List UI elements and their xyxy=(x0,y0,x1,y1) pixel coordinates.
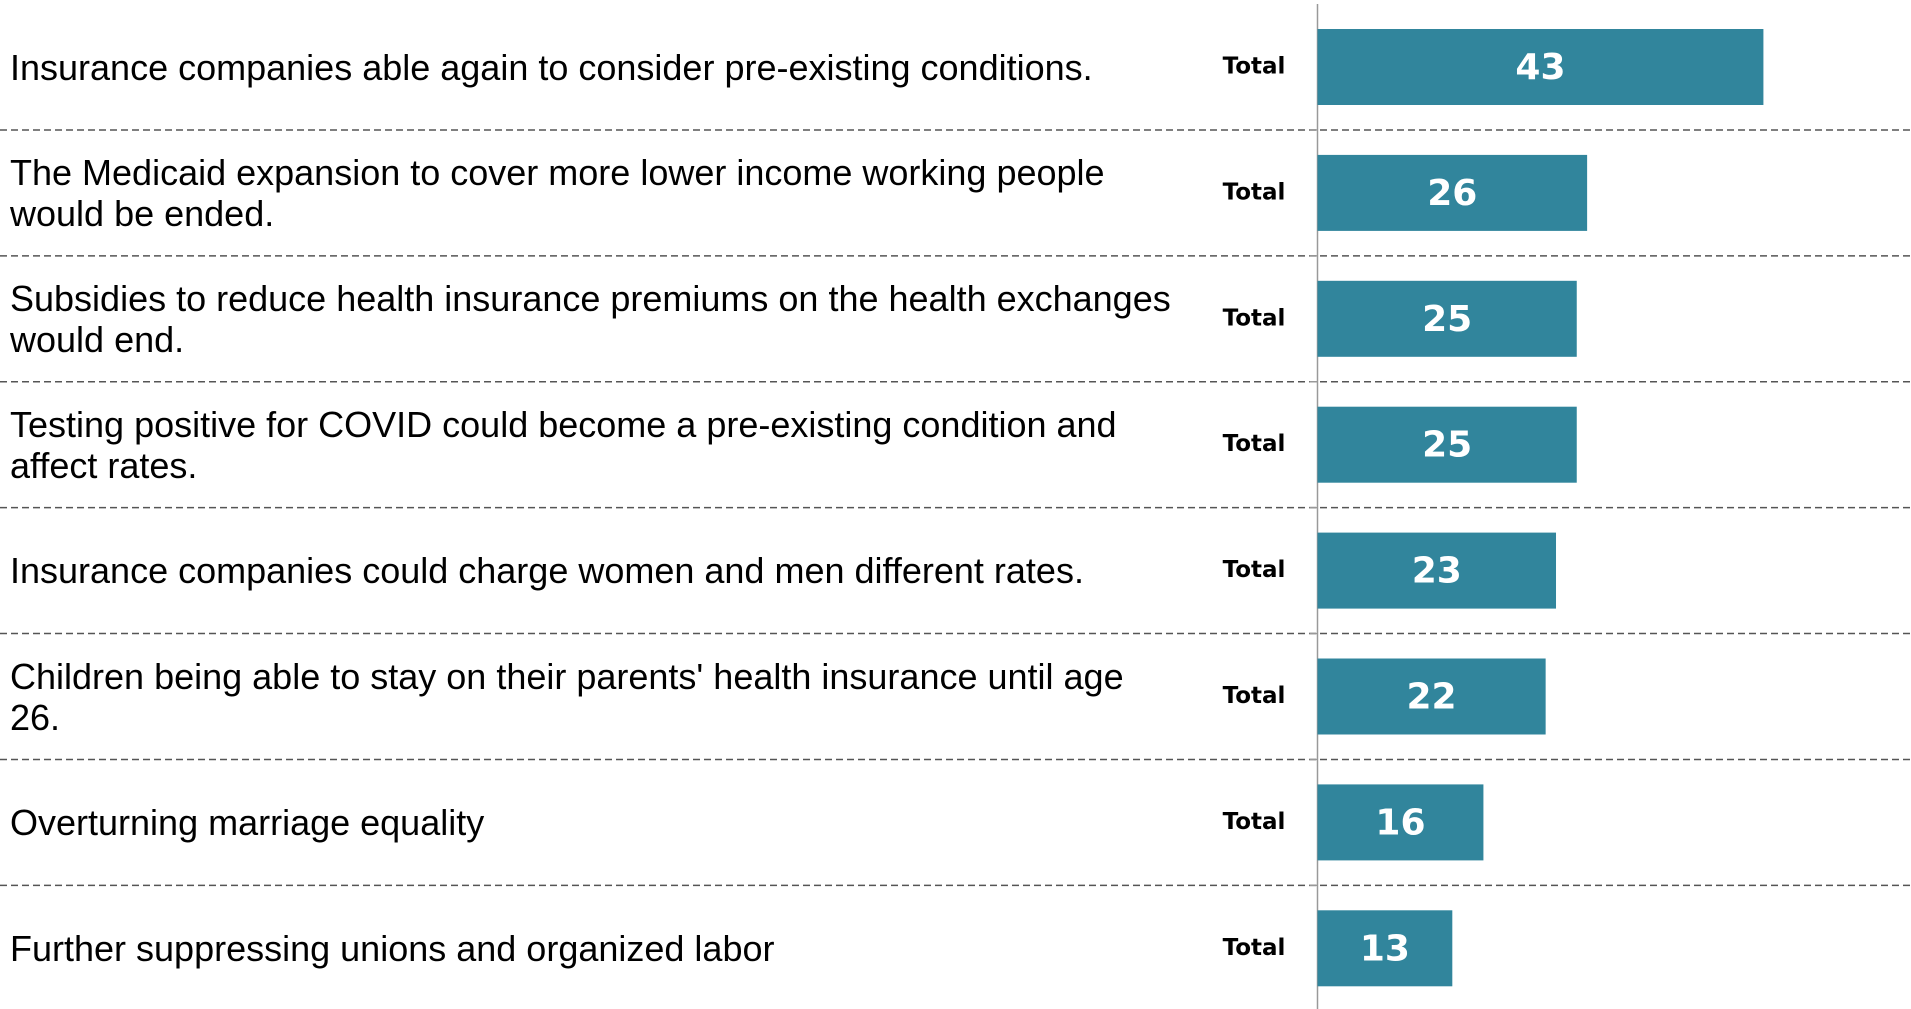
category-label: Subsidies to reduce health insurance pre… xyxy=(10,277,1171,360)
category-label: Testing positive for COVID could become … xyxy=(10,403,1117,486)
data-label: 16 xyxy=(1375,802,1425,843)
series-label: Total xyxy=(1223,935,1286,961)
category-label-box: The Medicaid expansion to cover more low… xyxy=(10,151,1105,234)
series-label: Total xyxy=(1223,431,1286,457)
bar xyxy=(1317,658,1546,735)
category-label: Insurance companies able again to consid… xyxy=(10,46,1093,88)
bar xyxy=(1317,406,1577,483)
data-label: 13 xyxy=(1360,928,1410,969)
category-label-box: Subsidies to reduce health insurance pre… xyxy=(10,277,1171,360)
bar xyxy=(1317,280,1577,357)
category-label: Insurance companies could charge women a… xyxy=(10,550,1084,592)
series-label: Total xyxy=(1223,557,1286,583)
data-label: 25 xyxy=(1422,425,1472,466)
data-label: 26 xyxy=(1427,173,1477,214)
category-label-box: Testing positive for COVID could become … xyxy=(10,403,1117,486)
series-label: Total xyxy=(1223,305,1286,331)
series-label: Total xyxy=(1223,179,1286,205)
bar xyxy=(1317,154,1588,231)
data-label: 25 xyxy=(1422,299,1472,340)
category-label: Overturning marriage equality xyxy=(10,801,485,843)
category-label: The Medicaid expansion to cover more low… xyxy=(10,151,1105,234)
bar xyxy=(1317,29,1764,105)
series-label: Total xyxy=(1223,809,1286,835)
bar xyxy=(1317,784,1484,861)
category-label-box: Overturning marriage equality xyxy=(10,801,485,843)
category-label-box: Children being able to stay on their par… xyxy=(10,655,1124,738)
data-label: 22 xyxy=(1407,677,1457,718)
bar xyxy=(1317,532,1557,609)
category-label: Further suppressing unions and organized… xyxy=(10,927,775,969)
bar xyxy=(1317,910,1453,987)
category-label: Children being able to stay on their par… xyxy=(10,655,1124,738)
category-label-box: Insurance companies could charge women a… xyxy=(10,550,1084,592)
data-label: 43 xyxy=(1515,47,1565,88)
series-label: Total xyxy=(1223,683,1286,709)
category-label-box: Further suppressing unions and organized… xyxy=(10,927,775,969)
series-label: Total xyxy=(1223,54,1286,80)
category-label-box: Insurance companies able again to consid… xyxy=(10,46,1093,88)
data-label: 23 xyxy=(1412,551,1462,592)
